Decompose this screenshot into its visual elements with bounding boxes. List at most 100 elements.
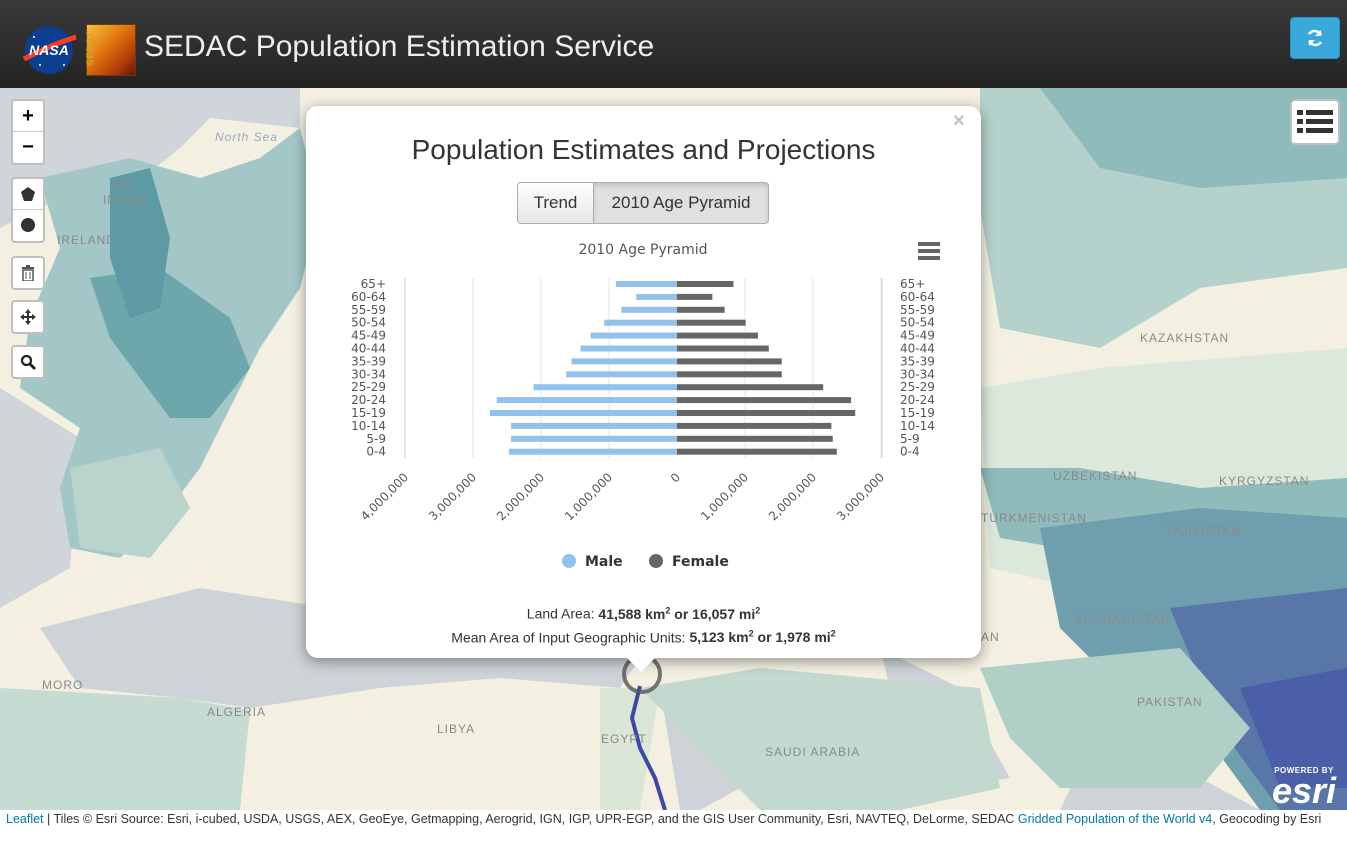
tick-label-left: 55-59 bbox=[351, 303, 386, 317]
popup-title: Population Estimates and Projections bbox=[411, 134, 876, 165]
bar-male-20-24[interactable] bbox=[496, 397, 677, 404]
map-label-afghanistan: AFGHANISTAN bbox=[1075, 612, 1171, 626]
map-label-kyrgyzstan: KYRGYZSTAN bbox=[1219, 474, 1310, 488]
map-label-north-sea: North Sea bbox=[215, 130, 279, 144]
tick-label-right: 25-29 bbox=[900, 380, 935, 394]
tick-label-right: 65+ bbox=[900, 277, 925, 291]
bar-female-15-19[interactable] bbox=[677, 410, 856, 416]
search-button[interactable] bbox=[13, 347, 43, 377]
gpw-link[interactable]: Gridded Population of the World v4 bbox=[1017, 812, 1213, 826]
move-control bbox=[11, 300, 45, 334]
chart-menu-button[interactable] bbox=[918, 242, 940, 260]
legend-female[interactable]: Female bbox=[672, 554, 729, 570]
draw-circle-button[interactable] bbox=[13, 209, 43, 240]
bar-female-50-54[interactable] bbox=[677, 319, 746, 326]
x-tick-label: 4,000,000 bbox=[358, 470, 411, 523]
layers-button[interactable] bbox=[1290, 99, 1340, 145]
search-icon bbox=[20, 354, 36, 370]
tick-label-left: 20-24 bbox=[351, 393, 386, 407]
tick-label-left: 45-49 bbox=[351, 329, 386, 343]
bar-female-30-34[interactable] bbox=[677, 371, 782, 378]
tick-label-left: 25-29 bbox=[351, 380, 386, 394]
tick-label-left: 50-54 bbox=[351, 316, 386, 330]
tick-label-left: 5-9 bbox=[366, 432, 386, 446]
bar-male-60-64[interactable] bbox=[636, 293, 677, 300]
tick-label-right: 5-9 bbox=[900, 432, 920, 446]
x-tick-label: 1,000,000 bbox=[562, 470, 615, 523]
bar-male-30-34[interactable] bbox=[566, 371, 677, 378]
tick-label-right: 30-34 bbox=[900, 367, 935, 381]
tick-label-right: 20-24 bbox=[900, 393, 935, 407]
bar-male-25-29[interactable] bbox=[533, 384, 677, 391]
refresh-button[interactable] bbox=[1290, 17, 1340, 59]
bar-female-60-64[interactable] bbox=[677, 293, 713, 300]
bar-female-55-59[interactable] bbox=[677, 306, 725, 313]
esri-logo: POWERED BY esri bbox=[1272, 766, 1337, 811]
tick-label-right: 60-64 bbox=[900, 290, 935, 304]
map-label-kazakhstan: KAZAKHSTAN bbox=[1140, 331, 1230, 345]
bar-female-5-9[interactable] bbox=[677, 435, 833, 442]
bar-male-10-14[interactable] bbox=[511, 422, 677, 429]
bar-male-65+[interactable] bbox=[615, 281, 677, 287]
x-tick-label: 3,000,000 bbox=[426, 470, 479, 523]
move-icon bbox=[20, 309, 36, 325]
bar-male-35-39[interactable] bbox=[571, 358, 677, 365]
tick-label-left: 15-19 bbox=[351, 406, 386, 420]
tab-trend[interactable]: Trend bbox=[517, 182, 594, 224]
bar-male-15-19[interactable] bbox=[490, 410, 677, 416]
x-tick-label: 2,000,000 bbox=[494, 470, 547, 523]
tick-label-right: 35-39 bbox=[900, 354, 935, 368]
bar-female-35-39[interactable] bbox=[677, 358, 782, 365]
map-label-pakistan: PAKISTAN bbox=[1137, 695, 1203, 709]
mean-area-line: Mean Area of Input Geographic Units: 5,1… bbox=[451, 628, 836, 646]
bar-male-40-44[interactable] bbox=[580, 345, 677, 352]
x-tick-label: 2,000,000 bbox=[766, 470, 819, 523]
refresh-icon bbox=[1307, 29, 1323, 47]
popup-close-button[interactable]: × bbox=[953, 110, 965, 132]
zoom-out-button[interactable]: − bbox=[13, 131, 43, 162]
draw-control bbox=[11, 177, 45, 243]
bar-male-45-49[interactable] bbox=[590, 332, 677, 339]
map-label-uk: UN bbox=[112, 178, 132, 192]
zoom-control: + − bbox=[11, 99, 45, 165]
legend-male-marker bbox=[562, 554, 576, 568]
map-label-tajikistan: TAJIKISTAN bbox=[1165, 524, 1242, 538]
x-tick-label: 3,000,000 bbox=[834, 470, 887, 523]
tick-label-right: 0-4 bbox=[900, 445, 920, 459]
circle-icon bbox=[21, 218, 35, 232]
map-label-libya: LIBYA bbox=[437, 722, 476, 736]
tick-label-left: 10-14 bbox=[351, 419, 386, 433]
bar-female-25-29[interactable] bbox=[677, 384, 824, 391]
bar-female-40-44[interactable] bbox=[677, 345, 769, 352]
search-control bbox=[11, 345, 45, 379]
area-summary: Land Area: 41,588 km2 or 16,057 mi2 Mean… bbox=[306, 600, 981, 647]
bar-male-5-9[interactable] bbox=[511, 435, 677, 442]
delete-button[interactable] bbox=[13, 258, 43, 288]
chart-tabs: Trend 2010 Age Pyramid bbox=[517, 182, 769, 224]
bar-female-0-4[interactable] bbox=[677, 448, 837, 455]
bar-female-20-24[interactable] bbox=[677, 397, 852, 404]
land-area-line: Land Area: 41,588 km2 or 16,057 mi2 bbox=[526, 605, 761, 622]
leaflet-link[interactable]: Leaflet bbox=[6, 812, 44, 826]
bar-female-10-14[interactable] bbox=[677, 422, 832, 429]
legend-male[interactable]: Male bbox=[585, 554, 623, 570]
map-label-saudi-arabia: SAUDI ARABIA bbox=[765, 745, 861, 759]
tick-label-left: 65+ bbox=[361, 277, 386, 291]
app-title: SEDAC Population Estimation Service bbox=[144, 30, 655, 63]
zoom-in-button[interactable]: + bbox=[22, 104, 34, 127]
map-label-egypt: EGYPT bbox=[601, 732, 647, 746]
bar-female-45-49[interactable] bbox=[677, 332, 758, 339]
bar-male-0-4[interactable] bbox=[509, 448, 677, 455]
tick-label-left: 40-44 bbox=[351, 342, 386, 356]
move-button[interactable] bbox=[13, 302, 43, 332]
bar-female-65+[interactable] bbox=[677, 281, 734, 287]
list-icon bbox=[1297, 110, 1333, 133]
x-tick-label: 0 bbox=[668, 470, 683, 485]
attribution-bar: Leaflet | Tiles © Esri Source: Esri, i-c… bbox=[0, 810, 1347, 844]
bar-male-50-54[interactable] bbox=[604, 319, 677, 326]
bar-male-55-59[interactable] bbox=[621, 306, 677, 313]
draw-polygon-button[interactable] bbox=[13, 179, 43, 209]
popup-tip bbox=[625, 656, 657, 672]
nasa-logo: NASA bbox=[22, 26, 77, 74]
tab-age-pyramid[interactable]: 2010 Age Pyramid bbox=[594, 182, 769, 224]
